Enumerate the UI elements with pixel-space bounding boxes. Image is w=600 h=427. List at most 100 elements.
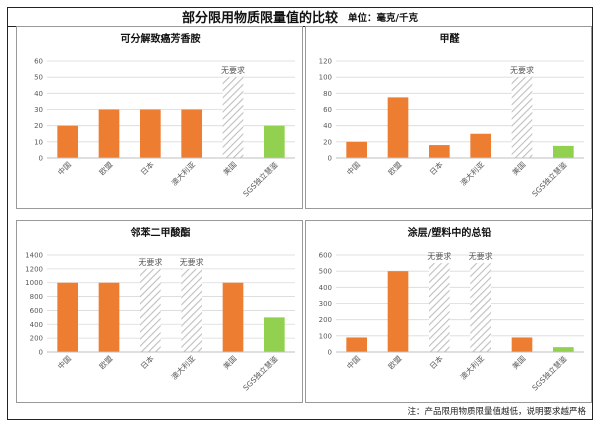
no-requirement-label: 无要求 <box>510 65 534 75</box>
bar <box>511 337 533 352</box>
footnote: 注：产品限用物质限量值越低，说明要求越严格 <box>407 407 586 417</box>
x-tick-label: 美国 <box>221 159 239 177</box>
no-requirement-label: 无要求 <box>180 257 204 267</box>
x-tick-label: 欧盟 <box>386 159 404 177</box>
bar <box>140 109 161 158</box>
x-tick-label: 日本 <box>427 159 445 177</box>
y-tick-label: 300 <box>319 300 332 308</box>
bar-no-requirement <box>470 263 491 352</box>
x-tick-label: 澳大利亚 <box>458 353 487 382</box>
y-tick-label: 0 <box>328 155 332 163</box>
x-tick-label: 澳大利亚 <box>169 353 198 382</box>
x-tick-label: 美国 <box>221 353 239 371</box>
y-tick-label: 40 <box>34 90 43 98</box>
chart-title: 可分解致癌芳香胺 <box>121 32 201 45</box>
chart-panel-lead: 涂层/塑料中的总铅 0 100 200 300 400 500 600 中国 欧盟 无要求日本 无要求… <box>305 220 592 403</box>
y-tick-label: 200 <box>319 316 332 324</box>
bar <box>346 337 367 352</box>
x-tick-label: 中国 <box>55 159 73 177</box>
bar <box>470 133 491 158</box>
bar <box>98 282 120 352</box>
bar <box>553 347 574 352</box>
bar <box>222 282 244 352</box>
x-tick-label: 中国 <box>344 159 362 177</box>
chart-panel-formaldehyde: 甲醛 0 20 40 60 80 100 120 中国 欧盟 日本 澳大利亚 无要求美国 SGS独立慧鉴 <box>305 26 592 209</box>
y-tick-label: 400 <box>30 321 43 329</box>
x-tick-label: SGS独立慧鉴 <box>241 159 280 198</box>
y-tick-label: 600 <box>319 252 332 260</box>
x-tick-label: 欧盟 <box>97 353 115 371</box>
y-tick-label: 60 <box>34 58 43 66</box>
x-tick-label: SGS独立慧鉴 <box>530 159 569 198</box>
y-tick-label: 1400 <box>25 252 43 260</box>
bar <box>387 97 409 158</box>
x-tick-label: 日本 <box>138 353 156 371</box>
x-tick-label: 美国 <box>510 353 528 371</box>
y-tick-label: 200 <box>30 335 43 343</box>
header-bar: 部分限用物质限量值的比较 单位：毫克/千克 <box>7 7 593 27</box>
y-tick-label: 120 <box>319 58 332 66</box>
y-tick-label: 100 <box>319 332 332 340</box>
bar <box>264 317 285 352</box>
y-tick-label: 0 <box>39 155 43 163</box>
x-tick-label: SGS独立慧鉴 <box>241 353 280 392</box>
bar-no-requirement <box>429 263 450 352</box>
x-tick-label: 欧盟 <box>97 159 115 177</box>
y-tick-label: 800 <box>30 293 43 301</box>
y-tick-label: 40 <box>323 122 332 130</box>
y-tick-label: 600 <box>30 307 43 315</box>
main-title: 部分限用物质限量值的比较 <box>182 11 339 26</box>
no-requirement-label: 无要求 <box>138 257 162 267</box>
x-tick-label: 欧盟 <box>386 353 404 371</box>
y-tick-label: 400 <box>319 284 332 292</box>
x-tick-label: 日本 <box>138 159 156 177</box>
chart-frame <box>7 7 593 420</box>
y-tick-label: 1000 <box>25 279 43 287</box>
bar-no-requirement <box>140 268 161 352</box>
y-tick-label: 60 <box>323 106 332 114</box>
chart-panel-amines: 可分解致癌芳香胺 0 10 20 30 40 50 60 中国 欧盟 日本 澳大利亚 无要求美国 SGS独… <box>16 26 303 209</box>
y-tick-label: 0 <box>39 349 43 357</box>
y-tick-label: 20 <box>34 122 43 130</box>
x-tick-label: 澳大利亚 <box>458 159 487 188</box>
bar <box>264 125 285 158</box>
bar <box>346 141 367 158</box>
chart-panel-phthalates: 邻苯二甲酸酯 0 200 400 600 800 1000 1200 1400 中国 欧盟 无要求日本… <box>16 220 303 403</box>
y-tick-label: 0 <box>328 349 332 357</box>
y-tick-label: 30 <box>34 106 43 114</box>
x-tick-label: 美国 <box>510 159 528 177</box>
chart-title: 甲醛 <box>440 32 461 45</box>
bar <box>181 109 202 158</box>
x-tick-label: 日本 <box>427 353 445 371</box>
no-requirement-label: 无要求 <box>469 251 493 261</box>
y-tick-label: 10 <box>34 138 43 146</box>
x-tick-label: 澳大利亚 <box>169 159 198 188</box>
x-tick-label: 中国 <box>55 353 73 371</box>
bar-no-requirement <box>181 268 202 352</box>
x-tick-label: 中国 <box>344 353 362 371</box>
y-tick-label: 20 <box>323 138 332 146</box>
bar <box>553 145 574 158</box>
no-requirement-label: 无要求 <box>221 65 245 75</box>
bar <box>429 145 450 158</box>
bar <box>98 109 120 158</box>
y-tick-label: 1200 <box>25 265 43 273</box>
bar-no-requirement <box>511 77 533 158</box>
bar-no-requirement <box>222 77 244 158</box>
y-tick-label: 50 <box>34 74 43 82</box>
y-tick-label: 100 <box>319 74 332 82</box>
x-tick-label: SGS独立慧鉴 <box>530 353 569 392</box>
unit-label: 单位：毫克/千克 <box>348 12 418 24</box>
chart-title: 涂层/塑料中的总铅 <box>408 226 492 239</box>
y-tick-label: 500 <box>319 268 332 276</box>
y-tick-label: 80 <box>323 90 332 98</box>
bar <box>57 282 78 352</box>
bar <box>57 125 78 158</box>
chart-title: 邻苯二甲酸酯 <box>131 226 191 239</box>
chart-svg: 邻苯二甲酸酯 0 200 400 600 800 1000 1200 1400 中国 欧盟 无要求日本… <box>25 226 295 392</box>
bar <box>387 271 409 352</box>
no-requirement-label: 无要求 <box>427 251 451 261</box>
